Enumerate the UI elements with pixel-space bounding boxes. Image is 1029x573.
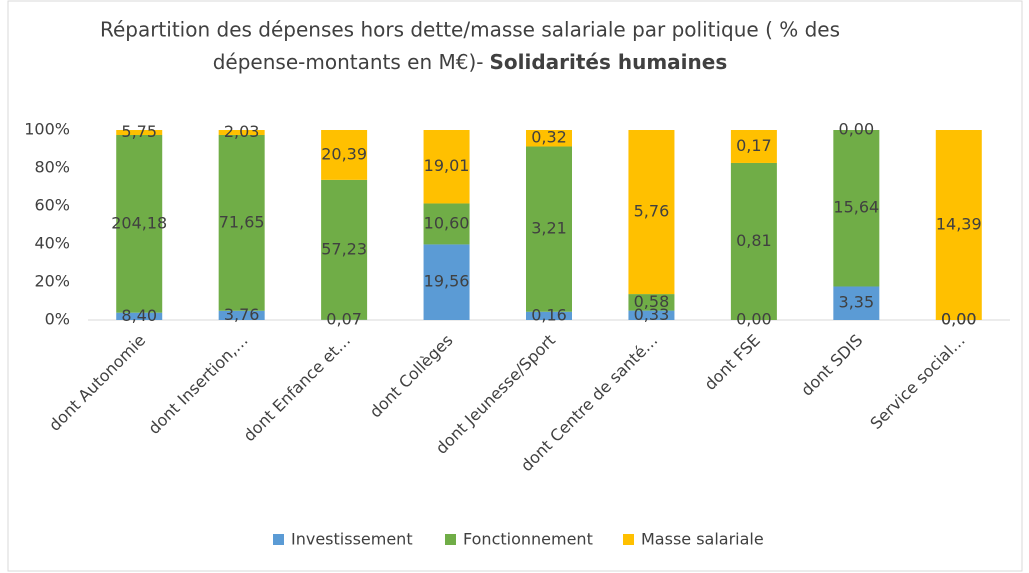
legend-label: Fonctionnement [463, 530, 593, 549]
y-tick-label: 20% [34, 272, 70, 291]
data-label: 0,00 [736, 310, 772, 329]
data-label: 2,03 [224, 122, 260, 141]
bar-segment [423, 130, 470, 204]
bar-segment [321, 179, 368, 320]
chart-title-part: dépense-montants en M€)- [213, 50, 484, 74]
data-label: 0,58 [634, 292, 670, 311]
legend-swatch [623, 534, 634, 545]
data-label: 3,35 [839, 293, 875, 312]
data-label: 5,76 [634, 202, 670, 221]
data-label: 19,01 [424, 156, 470, 175]
data-label: 20,39 [321, 144, 367, 163]
chart-title: dépense-montants en M€)- Solidarités huma… [213, 50, 728, 74]
data-label: 204,18 [111, 213, 167, 232]
y-tick-label: 60% [34, 196, 70, 215]
bar-segment [321, 130, 368, 180]
bar-segment [423, 244, 470, 320]
data-label: 10,60 [424, 213, 470, 232]
data-label: 0,00 [941, 310, 977, 329]
bar-segment [218, 134, 265, 311]
data-label: 0,81 [736, 231, 772, 250]
data-label: 19,56 [424, 272, 470, 291]
bar-segment [730, 130, 777, 163]
y-tick-label: 100% [24, 120, 70, 139]
bar-segment [628, 310, 675, 320]
data-label: 0,16 [531, 305, 567, 324]
data-label: 14,39 [936, 215, 982, 234]
legend-swatch [273, 534, 284, 545]
bar-segment [526, 130, 572, 147]
data-label: 3,76 [224, 305, 260, 324]
bar-segment [116, 135, 163, 313]
chart-title-bold: Solidarités humaines [489, 50, 727, 74]
bar-segment [423, 203, 470, 245]
bar-segment [218, 310, 265, 320]
legend-label: Masse salariale [641, 530, 764, 549]
bar-segment [833, 286, 880, 320]
bar-segment [730, 162, 777, 320]
data-label: 3,21 [531, 219, 567, 238]
bar-segment [935, 130, 982, 320]
data-label: 57,23 [321, 239, 367, 258]
chart-title: Répartition des dépenses hors dette/mass… [100, 18, 840, 42]
legend-label: Investissement [291, 530, 413, 549]
data-label: 71,65 [219, 212, 265, 231]
data-label: 0,33 [634, 305, 670, 324]
data-label: 0,32 [531, 128, 567, 147]
data-label: 0,00 [839, 120, 875, 139]
bar-segment [628, 294, 675, 311]
data-label: 0,07 [326, 309, 362, 328]
data-label: 0,17 [736, 136, 772, 155]
data-label: 5,75 [121, 122, 157, 141]
data-label: 8,40 [121, 306, 157, 325]
data-label: 0,00 [941, 310, 977, 329]
bar-segment [116, 312, 163, 320]
y-tick-label: 0% [45, 310, 70, 329]
bar-segment [628, 130, 675, 295]
bar-segment [833, 130, 880, 287]
bar-segment [218, 130, 265, 135]
legend-swatch [445, 534, 456, 545]
data-label: 15,64 [833, 198, 879, 217]
bar-segment [526, 311, 572, 320]
bar-segment [116, 130, 163, 136]
bar-segment [526, 146, 572, 312]
y-tick-label: 80% [34, 158, 70, 177]
y-tick-label: 40% [34, 234, 70, 253]
